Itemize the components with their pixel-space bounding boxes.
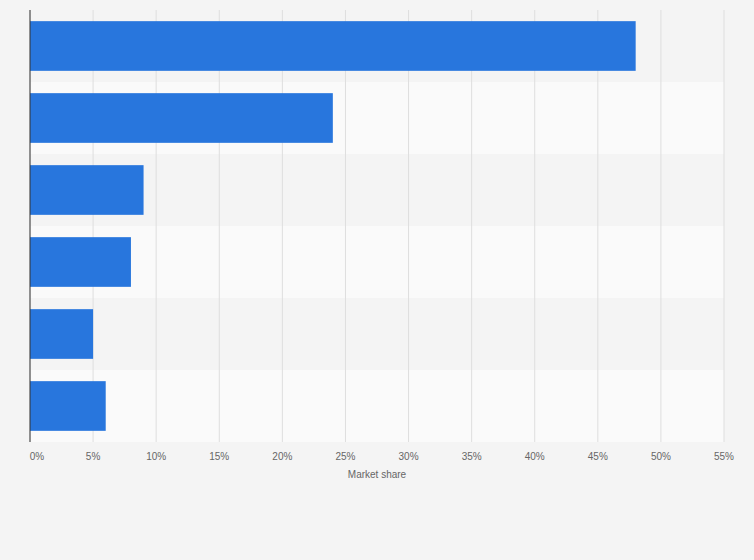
bar [30, 309, 93, 359]
tick-label: 0% [30, 451, 45, 462]
grid-line [471, 10, 472, 442]
grid-line [156, 10, 157, 442]
bar [30, 21, 636, 71]
band-background [30, 370, 724, 442]
band-background [30, 10, 724, 82]
grid-line [534, 10, 535, 442]
band-background [30, 298, 724, 370]
bar [30, 381, 106, 431]
tick-label: 50% [651, 451, 671, 462]
bars [30, 21, 636, 431]
axis-line [30, 10, 31, 442]
tick-label: 15% [209, 451, 229, 462]
grid-line [724, 10, 725, 442]
tick-label: 40% [525, 451, 545, 462]
grid-line [345, 10, 346, 442]
band-background [30, 226, 724, 298]
bar [30, 93, 333, 143]
tick-label: 20% [272, 451, 292, 462]
grid-line [408, 10, 409, 442]
tick-label: 45% [588, 451, 608, 462]
tick-label: 5% [86, 451, 101, 462]
tick-label: 55% [714, 451, 734, 462]
tick-label: 35% [462, 451, 482, 462]
bar [30, 165, 144, 215]
grid-line [219, 10, 220, 442]
axis-title: Market share [348, 469, 407, 480]
tick-label: 25% [335, 451, 355, 462]
grid-line [660, 10, 661, 442]
tick-label: 30% [399, 451, 419, 462]
grid-line [30, 10, 31, 442]
band-background [30, 154, 724, 226]
grid-line [93, 10, 94, 442]
chart: 0% 5% 10% 15% 20% 25% 30% 35% 40% 45% 50% 55% Market… [0, 0, 754, 560]
tick-label: 10% [146, 451, 166, 462]
band-background [30, 82, 724, 154]
grid-line [597, 10, 598, 442]
grid-line [282, 10, 283, 442]
bar [30, 237, 131, 287]
